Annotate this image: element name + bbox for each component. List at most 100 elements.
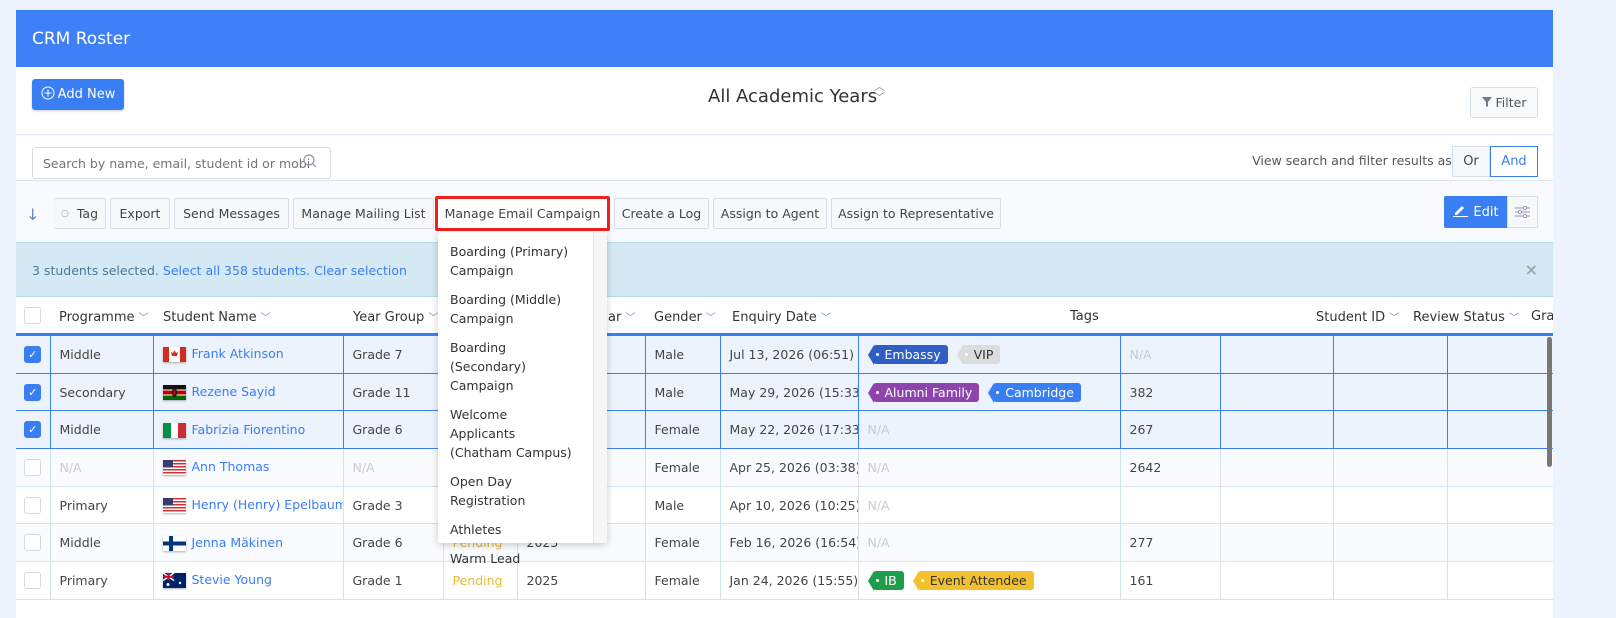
cell-empty: [1332, 372, 1448, 412]
row-checkbox[interactable]: ✓: [16, 372, 51, 412]
assign-agent-button[interactable]: Assign to Agent: [713, 198, 827, 229]
tag-badge[interactable]: Alumni Family: [867, 382, 980, 403]
page-title: CRM Roster: [16, 10, 1553, 67]
student-name-link[interactable]: Rezene Sayid: [191, 384, 276, 400]
campaign-option[interactable]: Athletes: [450, 522, 502, 537]
table-scrollbar[interactable]: [1547, 337, 1552, 467]
row-checkbox[interactable]: [16, 561, 51, 600]
table-row[interactable]: Primary Stevie Young Grade 1 Pending 2025 Fem…: [16, 561, 1553, 600]
table-row[interactable]: N/A Ann Thomas N/A Female Apr 25, 2026 (03:3…: [16, 448, 1553, 487]
cell-empty: [1219, 410, 1334, 450]
tag-badge[interactable]: Event Attendee: [912, 570, 1034, 591]
cell-empty: [1446, 523, 1553, 563]
cell-student-name[interactable]: Rezene Sayid: [152, 372, 344, 412]
tag-badge[interactable]: Cambridge: [988, 382, 1081, 403]
student-name-link[interactable]: Fabrizia Fiorentino: [191, 421, 306, 437]
cell-tags: Alumni Family Cambridge: [857, 372, 1121, 412]
table-row[interactable]: Primary Henry (Henry) Epelbaum Grade 3 Male…: [16, 485, 1553, 525]
column-settings-sliders-icon[interactable]: [1507, 196, 1538, 228]
row-checkbox[interactable]: [16, 448, 51, 487]
cell-empty: [1446, 410, 1553, 450]
cell-empty: [1219, 448, 1334, 487]
clear-selection-link[interactable]: Clear selection: [314, 263, 407, 278]
select-all-link[interactable]: Select all 358 students.: [162, 263, 311, 278]
cell-gender: Female: [644, 561, 721, 600]
select-all-checkbox[interactable]: [24, 307, 41, 324]
student-name-link[interactable]: Ann Thomas: [191, 459, 270, 475]
col-year-group[interactable]: Year Group ﹀: [353, 310, 439, 325]
edit-button[interactable]: Edit: [1444, 196, 1507, 228]
manage-mailing-list-button[interactable]: Manage Mailing List: [293, 198, 434, 229]
tag-badge[interactable]: VIP: [956, 344, 1001, 365]
col-student-id[interactable]: Student ID ﹀: [1316, 310, 1400, 325]
col-gender[interactable]: Gender ﹀: [654, 310, 716, 325]
cell-student-name[interactable]: Henry (Henry) Epelbaum: [152, 485, 344, 525]
academic-year-selector[interactable]: All Academic Years: [708, 86, 878, 107]
campaign-option[interactable]: Welcome Applicants (Chatham Campus): [450, 407, 572, 460]
tag-badge[interactable]: Embassy: [867, 344, 948, 365]
cell-enquiry: May 29, 2026 (15:33): [719, 372, 859, 412]
col-enquiry-date[interactable]: Enquiry Date ﹀: [732, 310, 831, 325]
tag-button[interactable]: ○ Tag: [54, 198, 106, 229]
table-row[interactable]: ✓ Secondary Rezene Sayid Grade 11 Male May 29…: [16, 372, 1553, 412]
campaign-option[interactable]: Boarding (Secondary) Campaign: [450, 340, 526, 393]
flag-usa-icon: [162, 459, 192, 476]
assign-representative-button[interactable]: Assign to Representative: [831, 198, 1001, 229]
student-name-link[interactable]: Henry (Henry) Epelbaum: [191, 497, 343, 513]
row-checkbox[interactable]: ✓: [16, 410, 51, 450]
cell-student-name[interactable]: Fabrizia Fiorentino: [152, 410, 344, 450]
cell-programme: N/A: [49, 448, 154, 487]
up-down-chevron-icon[interactable]: ︿ ﹀: [874, 80, 885, 104]
filter-button[interactable]: Filter: [1470, 87, 1538, 118]
table-row[interactable]: ✓ Middle Fabrizia Fiorentino Grade 6 Female M…: [16, 410, 1553, 450]
col-student-name[interactable]: Student Name ﹀: [163, 310, 271, 325]
col-programme[interactable]: Programme ﹀: [59, 310, 149, 325]
or-option[interactable]: Or: [1452, 146, 1490, 177]
tags-empty: N/A: [867, 497, 890, 513]
tag-badge[interactable]: IB: [867, 570, 904, 591]
cell-empty: [1219, 485, 1334, 525]
table-row[interactable]: ✓ Middle Frank Atkinson Grade 7 Male Jul 13, …: [16, 335, 1553, 374]
close-icon[interactable]: ×: [1524, 260, 1538, 279]
row-checkbox[interactable]: [16, 485, 51, 525]
cell-empty: [1332, 448, 1448, 487]
col-review-status[interactable]: Review Status ﹀: [1413, 310, 1519, 325]
cell-student-name[interactable]: Jenna Mäkinen: [152, 523, 344, 563]
cell-empty: [1219, 372, 1334, 412]
col-grade[interactable]: Grac: [1531, 309, 1553, 324]
search-input[interactable]: [32, 147, 331, 179]
cell-student-name[interactable]: Frank Atkinson: [152, 335, 344, 374]
cell-gender: Female: [644, 410, 721, 450]
dropdown-scrollbar[interactable]: [593, 232, 607, 543]
export-button[interactable]: Export: [110, 198, 170, 229]
student-name-link[interactable]: Frank Atkinson: [191, 346, 284, 362]
search-icon[interactable]: [303, 154, 317, 168]
and-option[interactable]: And: [1490, 146, 1538, 177]
send-messages-button[interactable]: Send Messages: [174, 198, 289, 229]
campaign-option[interactable]: Warm Lead: [450, 551, 521, 566]
col-entry-year[interactable]: ar ﹀: [608, 310, 636, 325]
cell-student-name[interactable]: Ann Thomas: [152, 448, 344, 487]
cell-id: 2642: [1119, 448, 1221, 487]
campaign-option[interactable]: Boarding (Primary) Campaign: [450, 244, 569, 278]
col-tags[interactable]: Tags: [1070, 309, 1099, 324]
actions-bar: ↓ ○ Tag Export Send Messages Manage Maili…: [16, 180, 1553, 242]
cell-student-name[interactable]: Stevie Young: [152, 561, 344, 600]
student-name-link[interactable]: Jenna Mäkinen: [191, 534, 284, 550]
flag-finland-icon: [162, 535, 192, 551]
cell-enquiry: Jan 24, 2026 (15:55): [719, 561, 859, 600]
cell-id: 161: [1119, 561, 1221, 600]
student-name-link[interactable]: Stevie Young: [191, 572, 272, 588]
row-checkbox[interactable]: ✓: [16, 335, 51, 374]
filter-label: Filter: [1495, 95, 1527, 110]
create-log-button[interactable]: Create a Log: [614, 198, 709, 229]
campaign-option[interactable]: Open Day Registration: [450, 474, 526, 508]
cell-tags: N/A: [857, 485, 1121, 525]
campaign-option[interactable]: Boarding (Middle) Campaign: [450, 292, 562, 326]
view-as-label: View search and filter results as:: [1252, 153, 1456, 168]
row-checkbox[interactable]: [16, 523, 51, 563]
add-new-button[interactable]: Add New: [32, 79, 124, 110]
flag-usa-icon: [162, 497, 192, 514]
manage-email-campaign-button[interactable]: Manage Email Campaign: [435, 196, 610, 231]
